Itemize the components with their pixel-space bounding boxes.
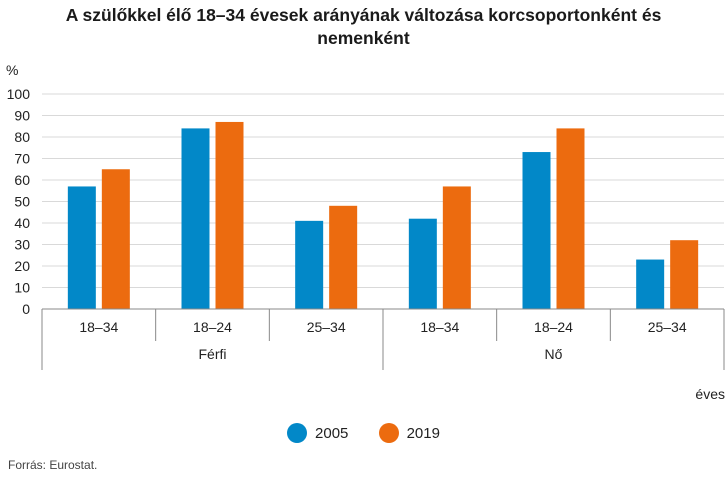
y-tick-label-10: 10 bbox=[14, 280, 30, 296]
bar-2019-6 bbox=[670, 240, 699, 309]
group-label-Nő: Nő bbox=[545, 346, 563, 362]
y-tick-label-60: 60 bbox=[14, 172, 30, 188]
chart-title: A szülőkkel élő 18–34 évesek arányának v… bbox=[0, 4, 727, 50]
legend-marker-2019 bbox=[378, 423, 399, 443]
x-tick-label-4: 18–34 bbox=[420, 319, 459, 335]
bar-2005-6 bbox=[636, 259, 665, 309]
y-tick-label-20: 20 bbox=[14, 258, 30, 274]
y-tick-label-40: 40 bbox=[14, 215, 30, 231]
bar-2019-5 bbox=[556, 128, 585, 309]
x-tick-label-2: 18–24 bbox=[193, 319, 232, 335]
x-tick-label-6: 25–34 bbox=[648, 319, 687, 335]
y-tick-label-70: 70 bbox=[14, 151, 30, 167]
chart-title-line-2: nemenként bbox=[317, 28, 410, 48]
bar-2005-1 bbox=[67, 186, 96, 309]
legend: 2005 2019 bbox=[0, 423, 727, 447]
bar-2005-2 bbox=[181, 128, 210, 309]
x-tick-label-5: 18–24 bbox=[534, 319, 573, 335]
legend-label-2019: 2019 bbox=[406, 424, 440, 442]
bar-2019-4 bbox=[442, 186, 471, 309]
legend-marker-2005 bbox=[287, 423, 308, 443]
bar-2005-4 bbox=[408, 218, 437, 309]
y-tick-label-100: 100 bbox=[7, 86, 31, 102]
x-axis-suffix-label: éves bbox=[695, 386, 725, 402]
y-tick-label-0: 0 bbox=[22, 301, 30, 317]
bar-2019-2 bbox=[215, 121, 244, 309]
bar-2005-3 bbox=[295, 220, 324, 309]
source-note: Forrás: Eurostat. bbox=[8, 458, 98, 472]
bar-2005-5 bbox=[522, 152, 551, 309]
bar-2019-3 bbox=[329, 205, 358, 309]
bar-2019-1 bbox=[101, 169, 130, 309]
x-tick-label-1: 18–34 bbox=[79, 319, 118, 335]
y-tick-label-50: 50 bbox=[14, 194, 30, 210]
y-axis-unit-label: % bbox=[6, 62, 19, 78]
x-tick-label-3: 25–34 bbox=[307, 319, 346, 335]
chart-title-line-1: A szülőkkel élő 18–34 évesek arányának v… bbox=[65, 5, 662, 25]
y-tick-label-90: 90 bbox=[14, 108, 30, 124]
legend-item-2019: 2019 bbox=[378, 423, 440, 443]
y-tick-label-80: 80 bbox=[14, 129, 30, 145]
group-label-Férfi: Férfi bbox=[199, 346, 227, 362]
y-tick-label-30: 30 bbox=[14, 237, 30, 253]
legend-label-2005: 2005 bbox=[315, 424, 349, 442]
legend-item-2005: 2005 bbox=[287, 423, 348, 443]
